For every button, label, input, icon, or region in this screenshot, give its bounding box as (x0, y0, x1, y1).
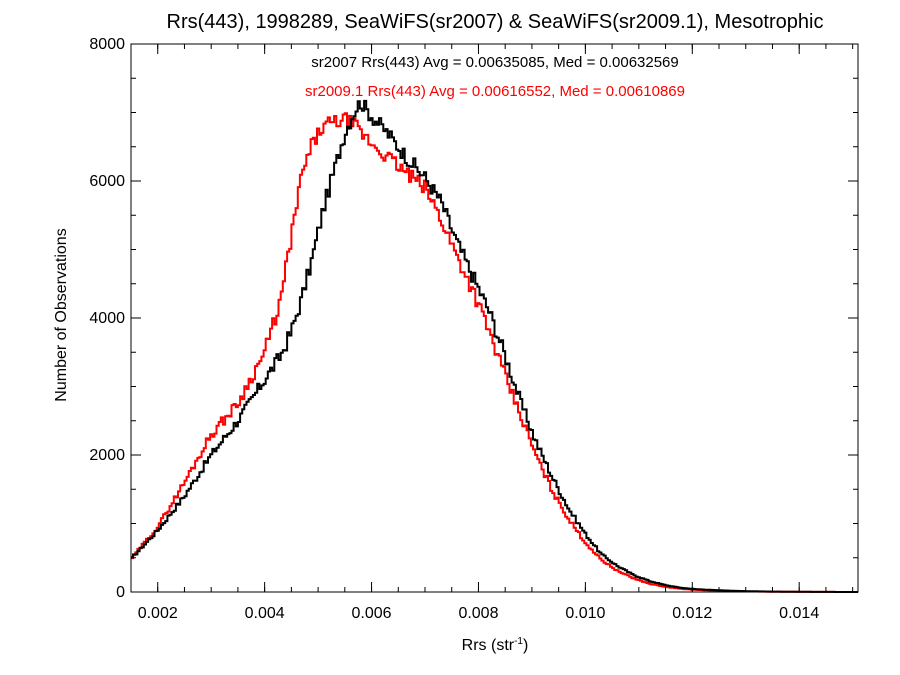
series-1-stats: sr2007 Rrs(443) Avg = 0.00635085, Med = … (311, 54, 679, 71)
y-tick-label: 8000 (89, 36, 125, 53)
series-sr2007-line (131, 99, 858, 593)
tick-layer: 0.002 0.004 0.006 0.008 0.010 0.012 0.014 0 2000… (89, 36, 858, 622)
y-axis-title: Number of Observations (53, 228, 70, 401)
y-tick-label: 0 (116, 584, 125, 601)
x-tick-label: 0.008 (458, 605, 498, 622)
x-tick-label: 0.004 (245, 605, 285, 622)
x-axis-title-superscript: -1 (514, 636, 523, 647)
x-axis-title-close: ) (523, 637, 528, 654)
chart-title: Rrs(443), 1998289, SeaWiFS(sr2007) & Sea… (167, 11, 824, 33)
x-tick-label: 0.006 (352, 605, 392, 622)
x-tick-label: 0.012 (672, 605, 712, 622)
x-axis-title: Rrs (str-1) (462, 636, 529, 654)
x-tick-label: 0.010 (565, 605, 605, 622)
y-tick-label: 4000 (89, 310, 125, 327)
series-sr2009-1-line (131, 112, 858, 593)
y-tick-label: 2000 (89, 447, 125, 464)
x-tick-label: 0.002 (138, 605, 178, 622)
series-layer (131, 99, 858, 593)
x-axis-title-main: Rrs (str (462, 637, 515, 654)
x-tick-label: 0.014 (779, 605, 819, 622)
y-tick-label: 6000 (89, 173, 125, 190)
plot-frame (130, 43, 859, 593)
series-2-stats: sr2009.1 Rrs(443) Avg = 0.00616552, Med … (305, 83, 685, 100)
